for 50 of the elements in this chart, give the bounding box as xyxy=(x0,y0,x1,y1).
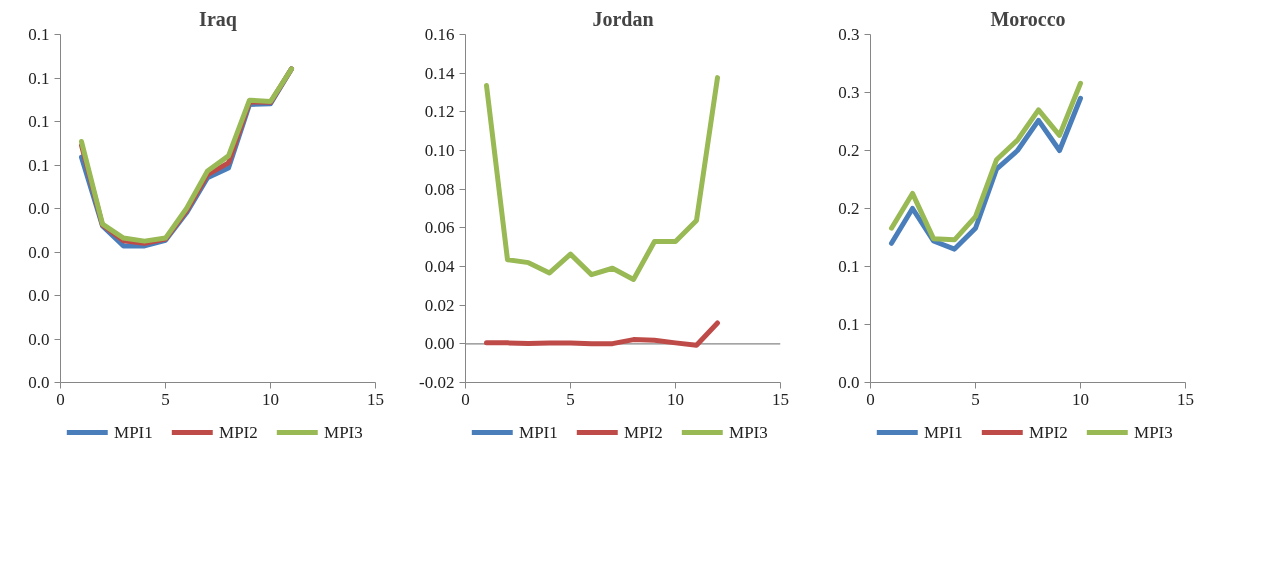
x-tick-label: 5 xyxy=(971,389,980,409)
y-tick-label: 0.12 xyxy=(424,102,455,122)
x-tick-label: 5 xyxy=(161,389,170,409)
y-tick-label: 0.0 xyxy=(28,329,50,349)
y-tick-label: 0.16 xyxy=(424,25,455,44)
x-tick-label: 0 xyxy=(866,389,875,409)
legend-label: MPI1 xyxy=(114,423,153,442)
x-tick-label: 10 xyxy=(667,389,684,409)
y-tick-label: 0.3 xyxy=(838,83,860,102)
chart-title: Morocco xyxy=(990,7,1066,30)
y-tick-label: 0.1 xyxy=(838,315,860,334)
x-tick-label: 0 xyxy=(461,389,470,409)
y-tick-label: 0.04 xyxy=(424,257,455,276)
y-tick-label: 0.08 xyxy=(424,179,455,199)
x-tick-label: 15 xyxy=(772,389,789,409)
y-tick-label: 0.2 xyxy=(838,199,860,218)
y-tick-label: 0.00 xyxy=(424,334,455,354)
x-tick-label: 10 xyxy=(1072,389,1089,409)
legend-label: MPI2 xyxy=(624,423,663,442)
legend-label: MPI2 xyxy=(1029,423,1068,442)
y-tick-label: 0.1 xyxy=(28,68,50,88)
x-tick-label: 5 xyxy=(566,389,575,409)
y-tick-label: 0.1 xyxy=(28,25,50,44)
y-tick-label: 0.0 xyxy=(28,199,50,218)
y-tick-label: 0.1 xyxy=(838,257,860,276)
y-tick-label: 0.3 xyxy=(838,25,860,44)
legend-label: MPI3 xyxy=(729,423,768,442)
y-tick-label: 0.10 xyxy=(424,141,455,160)
x-tick-label: 10 xyxy=(262,389,279,409)
x-tick-label: 15 xyxy=(367,389,384,409)
y-tick-label: 0.1 xyxy=(28,155,50,175)
y-tick-label: 0.02 xyxy=(424,295,455,315)
chart-title: Iraq xyxy=(199,7,237,31)
y-tick-label: 0.0 xyxy=(28,373,50,392)
y-tick-label: 0.0 xyxy=(838,373,860,392)
y-tick-label: 0.2 xyxy=(838,141,860,160)
x-tick-label: 15 xyxy=(1177,389,1194,409)
x-tick-label: 0 xyxy=(56,389,65,409)
legend-label: MPI2 xyxy=(219,423,258,442)
y-tick-label: 0.0 xyxy=(28,242,50,262)
y-tick-label: 0.0 xyxy=(28,286,50,305)
y-tick-label: -0.02 xyxy=(419,373,455,392)
y-tick-label: 0.1 xyxy=(28,112,50,131)
y-tick-label: 0.14 xyxy=(424,63,455,83)
legend-label: MPI1 xyxy=(519,423,558,442)
legend-label: MPI3 xyxy=(324,423,363,442)
legend-label: MPI1 xyxy=(924,423,963,442)
chart-title: Jordan xyxy=(592,7,654,30)
y-tick-label: 0.06 xyxy=(424,218,455,238)
legend-label: MPI3 xyxy=(1134,423,1173,442)
